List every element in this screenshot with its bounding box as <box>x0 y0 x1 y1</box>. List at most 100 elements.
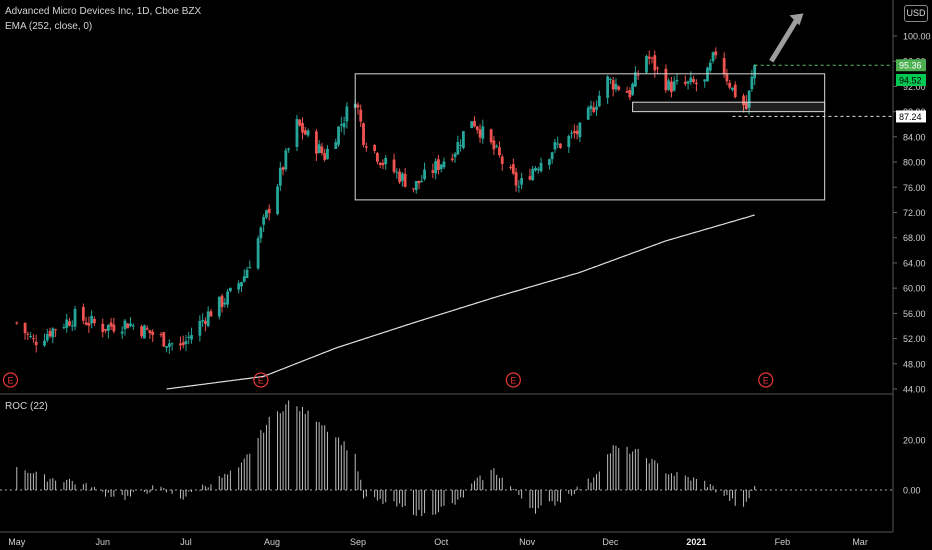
candle <box>276 184 279 216</box>
currency-button[interactable]: USD <box>904 5 928 22</box>
candle <box>398 168 401 184</box>
candle <box>26 331 30 340</box>
candle-body <box>536 168 540 171</box>
candle <box>733 81 737 99</box>
candle-body <box>93 318 96 324</box>
candle <box>628 87 632 101</box>
candle-body <box>633 72 637 87</box>
candle-body <box>653 55 657 71</box>
candle <box>556 136 560 149</box>
drawing-annotations[interactable] <box>354 13 893 201</box>
candle <box>481 119 485 144</box>
candle-body <box>744 102 748 109</box>
candle-body <box>400 173 404 182</box>
candle <box>267 204 271 221</box>
candle <box>142 324 146 339</box>
candle <box>148 330 152 339</box>
time-tick-label: May <box>8 537 26 547</box>
candle <box>420 175 424 183</box>
candle-body <box>650 57 654 59</box>
candle-body <box>70 325 74 327</box>
candle <box>400 172 404 187</box>
candle-body <box>461 131 465 149</box>
symbol-legend[interactable]: Advanced Micro Devices Inc, 1D, Cboe BZX <box>5 6 202 17</box>
candle-body <box>320 146 324 154</box>
candle <box>167 339 171 354</box>
candle-body <box>664 68 668 91</box>
candle <box>437 154 440 175</box>
candle-body <box>339 124 343 126</box>
candle <box>281 166 285 176</box>
candle <box>109 318 113 331</box>
candle <box>708 59 712 73</box>
candle <box>517 180 521 193</box>
candle-body <box>217 296 221 317</box>
candle <box>345 102 349 129</box>
candle-body <box>131 325 135 327</box>
candle <box>87 316 91 333</box>
candle <box>403 168 407 188</box>
candle <box>617 85 621 92</box>
earnings-marker-label: E <box>763 376 769 386</box>
candle <box>359 104 363 127</box>
candle-body <box>589 105 593 109</box>
candle <box>703 79 707 88</box>
candle <box>303 126 307 136</box>
candle <box>414 180 418 194</box>
candle-body <box>750 76 754 90</box>
candle <box>106 324 110 339</box>
candle <box>179 336 182 351</box>
candle-body <box>226 291 229 305</box>
candle <box>547 158 551 170</box>
candle-body <box>453 153 457 158</box>
candle-body <box>248 266 252 269</box>
roc-legend[interactable]: ROC (22) <box>5 401 48 412</box>
candle <box>495 144 499 149</box>
price-tick-label: 52.00 <box>903 334 926 344</box>
candle-body <box>356 104 360 108</box>
candle <box>90 310 94 329</box>
candle <box>287 147 291 153</box>
candle-body <box>725 74 729 82</box>
candle <box>650 56 654 64</box>
candle <box>647 50 651 65</box>
ema-polyline <box>166 214 755 390</box>
candle <box>753 64 757 86</box>
candle-body <box>15 322 19 324</box>
candle <box>45 328 49 343</box>
candle <box>48 327 52 339</box>
candle-body <box>611 80 615 90</box>
candle <box>492 136 496 156</box>
candle <box>220 293 224 313</box>
candle-body <box>259 227 263 239</box>
candle <box>636 70 640 81</box>
candle <box>664 64 668 93</box>
earnings-marker-circle <box>253 372 269 388</box>
candle <box>653 50 657 78</box>
candle-body <box>198 321 202 336</box>
candle <box>54 328 58 337</box>
candle <box>728 80 732 90</box>
candle <box>320 142 324 156</box>
candle-body <box>703 79 707 82</box>
candle-body <box>381 162 385 166</box>
candle <box>326 145 329 160</box>
candle-body <box>129 323 132 327</box>
candle-body <box>431 170 435 173</box>
candle <box>550 151 554 164</box>
ema-legend[interactable]: EMA (252, close, 0) <box>5 21 93 32</box>
candle <box>184 335 188 351</box>
candle-body <box>500 156 504 164</box>
candle <box>65 313 69 333</box>
last-price-label: 95.36 <box>899 61 922 71</box>
candle <box>145 325 149 331</box>
annotation-rectangle <box>354 73 826 201</box>
candle <box>475 125 479 134</box>
candle <box>123 318 127 336</box>
candle-body <box>284 150 288 170</box>
candle-body <box>120 331 124 334</box>
candle-body <box>675 79 679 82</box>
candle-body <box>334 142 338 149</box>
candle-body <box>151 331 155 335</box>
